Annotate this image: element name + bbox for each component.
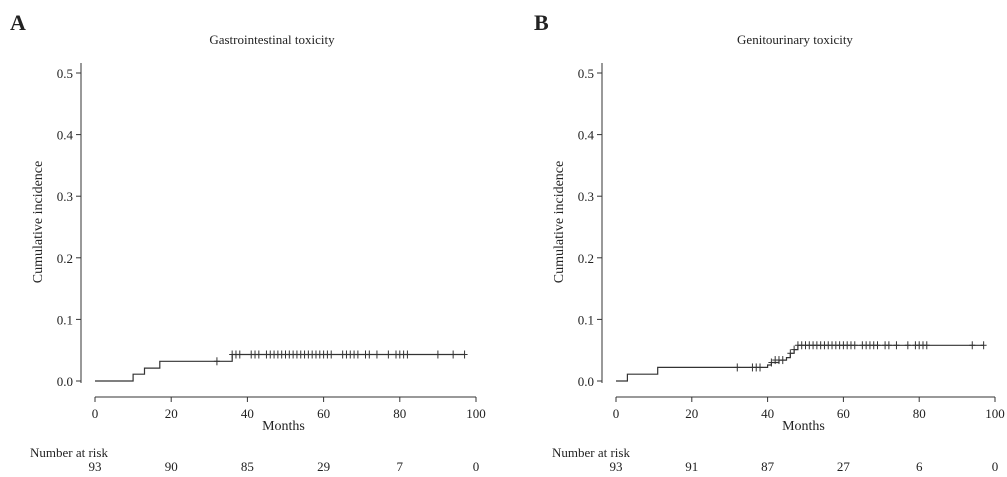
risk-table-value: 0: [473, 459, 480, 474]
censor-mark: [385, 350, 392, 359]
censor-mark: [923, 341, 930, 350]
x-tick-label: 100: [985, 406, 1005, 421]
censor-mark: [328, 350, 335, 359]
censor-mark: [366, 350, 373, 359]
censor-mark: [874, 341, 881, 350]
x-tick-label: 40: [241, 406, 254, 421]
risk-table-label: Number at risk: [552, 445, 630, 460]
risk-table-label: Number at risk: [30, 445, 108, 460]
panel-label: A: [10, 10, 26, 35]
x-tick-label: 0: [92, 406, 99, 421]
y-tick-label: 0.5: [57, 66, 73, 81]
risk-table-value: 85: [241, 459, 254, 474]
risk-table-value: 93: [89, 459, 102, 474]
risk-table-value: 91: [685, 459, 698, 474]
incidence-step-line: [95, 353, 465, 382]
censor-mark: [969, 341, 976, 350]
x-tick-label: 80: [913, 406, 926, 421]
y-tick-label: 0.2: [578, 251, 594, 266]
x-axis-label: Months: [262, 419, 305, 434]
risk-table-value: 27: [837, 459, 851, 474]
censor-mark: [404, 350, 411, 359]
y-tick-label: 0.1: [57, 312, 73, 327]
incidence-step-line: [616, 344, 984, 382]
y-tick-label: 0.4: [578, 128, 595, 143]
x-tick-label: 0: [613, 406, 620, 421]
x-tick-label: 100: [466, 406, 486, 421]
censor-mark: [904, 341, 911, 350]
censor-mark: [885, 341, 892, 350]
censor-mark: [779, 356, 786, 365]
censor-mark: [461, 350, 468, 359]
censor-mark: [757, 363, 764, 372]
risk-table-value: 6: [916, 459, 923, 474]
x-tick-label: 20: [685, 406, 698, 421]
risk-table-value: 29: [317, 459, 330, 474]
y-tick-label: 0.1: [578, 312, 594, 327]
panel-label: B: [534, 10, 549, 35]
censor-mark: [213, 357, 220, 366]
y-axis-label: Cumulative incidence: [552, 161, 567, 283]
censor-mark: [791, 345, 798, 354]
censor-mark: [450, 350, 457, 359]
x-tick-label: 80: [393, 406, 406, 421]
y-tick-label: 0.3: [57, 189, 73, 204]
censor-mark: [354, 350, 361, 359]
censor-mark: [373, 350, 380, 359]
risk-table-value: 87: [761, 459, 775, 474]
y-tick-label: 0.0: [57, 374, 73, 389]
y-tick-label: 0.5: [578, 66, 594, 81]
x-tick-label: 60: [317, 406, 330, 421]
chart-title: Gastrointestinal toxicity: [209, 32, 335, 47]
y-tick-label: 0.4: [57, 128, 74, 143]
chart-panel-a: A Gastrointestinal toxicity 0.0 0.1 0.2 0.3 0.…: [10, 10, 486, 474]
y-tick-label: 0.0: [578, 374, 594, 389]
censor-mark: [734, 363, 741, 372]
censor-mark: [255, 350, 262, 359]
chart-panel-b: B Genitourinary toxicity 0.0 0.1 0.2 0.3 0.4 0.…: [534, 10, 1005, 474]
y-tick-label: 0.3: [578, 189, 594, 204]
risk-table-value: 0: [992, 459, 999, 474]
x-tick-label: 40: [761, 406, 774, 421]
risk-table-value: 93: [610, 459, 623, 474]
censor-mark: [236, 350, 243, 359]
x-tick-label: 60: [837, 406, 850, 421]
censor-mark: [787, 349, 794, 358]
censor-mark: [851, 341, 858, 350]
x-axis-label: Months: [782, 419, 825, 434]
censor-mark: [893, 341, 900, 350]
chart-title: Genitourinary toxicity: [737, 32, 853, 47]
x-tick-label: 20: [165, 406, 178, 421]
risk-table-value: 90: [165, 459, 178, 474]
censor-mark: [980, 341, 987, 350]
y-tick-label: 0.2: [57, 251, 73, 266]
risk-table-value: 7: [397, 459, 404, 474]
censor-mark: [768, 358, 775, 367]
censor-mark: [434, 350, 441, 359]
y-axis-label: Cumulative incidence: [31, 161, 46, 283]
